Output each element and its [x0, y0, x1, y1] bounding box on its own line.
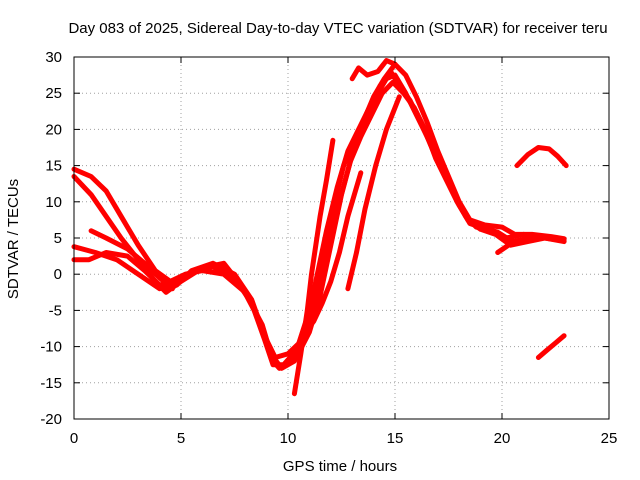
series-track-6 [291, 137, 336, 397]
x-tick-label: 20 [494, 430, 511, 447]
y-tick-label: -20 [40, 411, 62, 428]
x-tick-label: 10 [280, 430, 297, 447]
x-tick-label: 15 [387, 430, 404, 447]
y-tick-label: 20 [45, 121, 62, 138]
series-track-5 [88, 228, 175, 292]
series-layer [71, 58, 569, 397]
y-tick-label: 15 [45, 158, 62, 175]
x-axis-label: GPS time / hours [283, 458, 397, 475]
y-tick-label: 5 [54, 230, 62, 247]
y-tick-labels: -20 -15 -10 -5 0 5 10 15 20 25 30 [40, 49, 62, 428]
y-axis-label: SDTVAR / TECUs [5, 179, 22, 299]
x-tick-label: 25 [601, 430, 618, 447]
y-tick-label: 0 [54, 266, 62, 283]
series-track-9 [349, 58, 398, 82]
x-tick-label: 0 [70, 430, 78, 447]
y-tick-label: -5 [49, 302, 62, 319]
y-tick-label: 10 [45, 194, 62, 211]
x-tick-labels: 0 5 10 15 20 25 [70, 430, 618, 447]
series-track-12 [495, 236, 535, 255]
series-track-8 [345, 94, 402, 292]
y-tick-label: -10 [40, 339, 62, 356]
y-tick-label: -15 [40, 375, 62, 392]
y-tick-label: 30 [45, 49, 62, 66]
y-tick-label: 25 [45, 85, 62, 102]
axis-ticks [73, 56, 610, 420]
series-track-11 [535, 333, 567, 360]
chart-title: Day 083 of 2025, Sidereal Day-to-day VTE… [68, 20, 607, 37]
series-track-10 [514, 145, 569, 169]
series-track-4 [71, 61, 567, 371]
x-tick-label: 5 [177, 430, 185, 447]
series-track-7 [302, 170, 364, 335]
